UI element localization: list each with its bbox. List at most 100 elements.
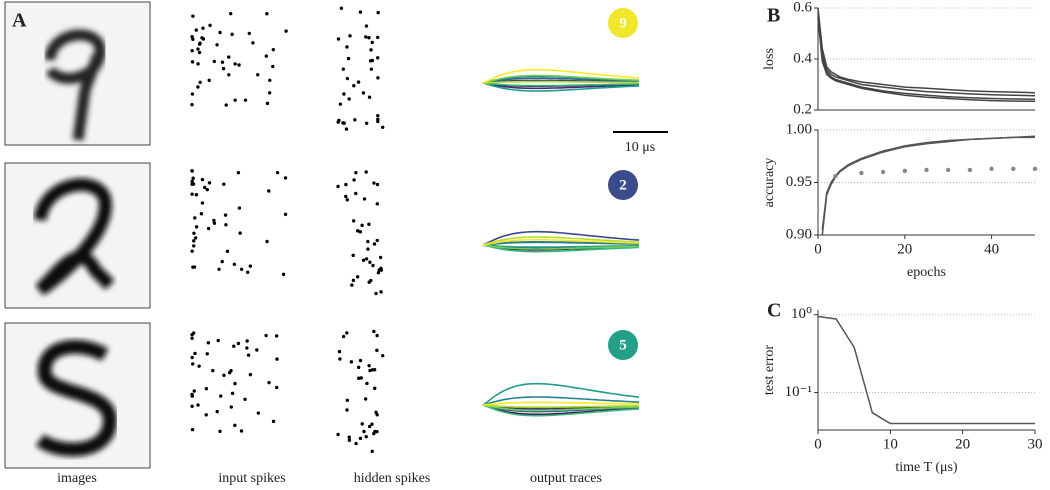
hidden-spike [381, 354, 384, 357]
input-spike [267, 381, 270, 384]
input-spike [224, 103, 227, 106]
hidden-spike [357, 80, 360, 83]
hidden-spike [342, 92, 345, 95]
input-spike [237, 171, 240, 174]
input-spike [212, 219, 215, 222]
input-spike [237, 63, 240, 66]
hidden-spike [352, 254, 355, 257]
hidden-spike [348, 438, 351, 441]
input-spike [205, 413, 208, 416]
hidden-spike [366, 247, 369, 250]
input-spike [195, 225, 198, 228]
hidden-spike [372, 330, 375, 333]
input-spike [208, 24, 211, 27]
input-spike [192, 244, 195, 247]
hidden-spike [337, 37, 340, 40]
input-spike [192, 182, 195, 185]
hidden-spike [345, 45, 348, 48]
input-spike [196, 62, 199, 65]
hidden-spike [342, 335, 345, 338]
input-spike [194, 236, 197, 239]
input-spike [233, 98, 236, 101]
x-tick-label: 0 [814, 436, 822, 452]
input-spike [208, 79, 211, 82]
hidden-spike [339, 102, 342, 105]
input-spike [256, 73, 259, 76]
hidden-spike [362, 259, 365, 262]
input-spike [276, 171, 279, 174]
input-spike [227, 73, 230, 76]
hidden-spike [375, 334, 378, 337]
hidden-spike [338, 350, 341, 353]
input-spike [238, 231, 241, 234]
input-spike [191, 60, 194, 63]
input-spike [192, 232, 195, 235]
input-spike [193, 389, 196, 392]
hidden-spike [367, 364, 370, 367]
input-spike [193, 216, 196, 219]
hidden-spike [360, 376, 363, 379]
input-spike [284, 176, 287, 179]
input-spike [233, 263, 236, 266]
trace [483, 405, 639, 407]
input-spike [218, 31, 221, 34]
hidden-spike [373, 387, 376, 390]
input-spike [190, 192, 193, 195]
hidden-spike [376, 239, 379, 242]
hidden-spike [372, 181, 375, 184]
x-tick-label: 20 [955, 436, 970, 452]
input-spike [233, 424, 236, 427]
output-traces [483, 70, 639, 416]
hidden-spike [368, 425, 371, 428]
y-tick-label: 10⁰ [791, 306, 812, 322]
hidden-spike [376, 11, 379, 14]
input-spike [282, 273, 285, 276]
hidden-spike [365, 382, 368, 385]
hidden-spike [362, 91, 365, 94]
hidden-spike [345, 127, 348, 130]
hidden-spike [365, 257, 368, 260]
input-spike [190, 103, 193, 106]
input-spike [191, 176, 194, 179]
panel-label: C [767, 300, 781, 322]
trace [483, 402, 639, 405]
column-label: hidden spikes [354, 471, 431, 486]
input-spike [284, 29, 287, 32]
figure: A B C images input spikes hidden spikes … [0, 0, 1050, 490]
input-spike [255, 348, 258, 351]
test-accuracy-point [924, 168, 928, 172]
input-spike [222, 67, 225, 70]
hidden-spike [372, 432, 375, 435]
x-tick-label: 0 [814, 241, 822, 257]
series-line [818, 317, 1035, 424]
input-spike [200, 36, 203, 39]
hidden-spike [346, 198, 349, 201]
hidden-spike [370, 67, 373, 70]
hidden-spike [365, 122, 368, 125]
hidden-spike [359, 359, 362, 362]
hidden-spike [379, 256, 382, 259]
input-spike [196, 403, 199, 406]
x-tick-label: 20 [897, 241, 912, 257]
input-spike [191, 92, 194, 95]
hidden-spike [373, 368, 376, 371]
input-spike [190, 35, 193, 38]
input-spike [190, 49, 193, 52]
hidden-spike [368, 369, 371, 372]
input-spike [201, 27, 204, 30]
input-spike [240, 268, 243, 271]
input-spike [198, 51, 201, 54]
hidden-spike [352, 84, 355, 87]
input-spike [227, 55, 230, 58]
hidden-spike [348, 435, 351, 438]
hidden-spike [337, 119, 340, 122]
hidden-spike [376, 120, 379, 123]
hidden-spike [365, 435, 368, 438]
prediction-label: 9 [619, 15, 627, 31]
hidden-spike [364, 35, 367, 38]
hidden-spike [374, 292, 377, 295]
hidden-spike [346, 77, 349, 80]
hidden-spike [348, 34, 351, 37]
input-spike [249, 373, 252, 376]
input-spike [265, 12, 268, 15]
